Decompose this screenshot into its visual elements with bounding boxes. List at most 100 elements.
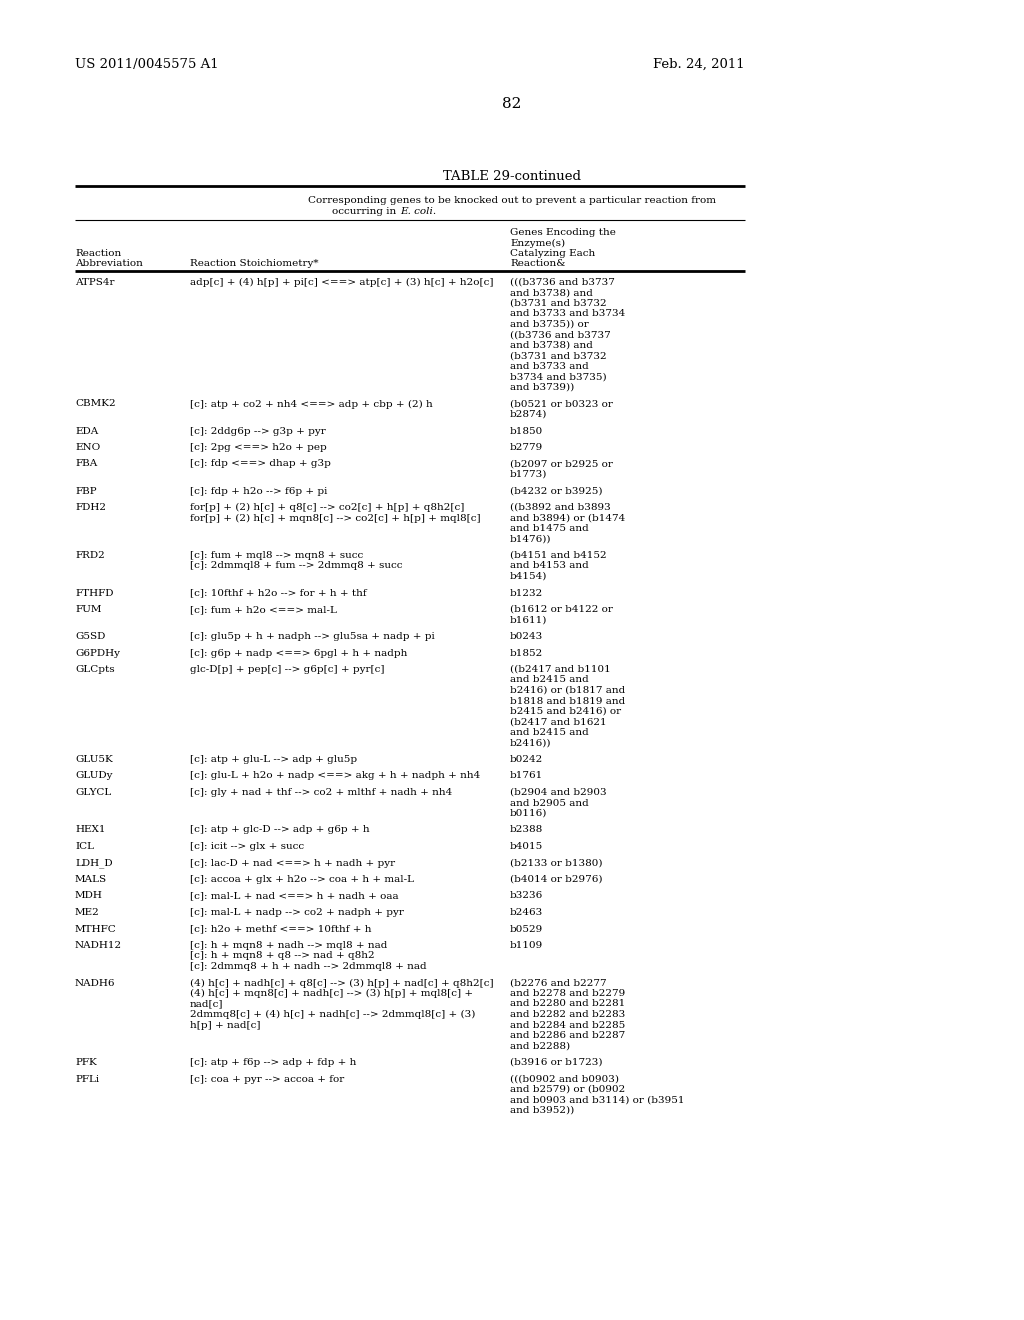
Text: [c]: fdp + h2o --> f6p + pi: [c]: fdp + h2o --> f6p + pi (190, 487, 328, 495)
Text: and b0903 and b3114) or (b3951: and b0903 and b3114) or (b3951 (510, 1096, 684, 1105)
Text: [c]: accoa + glx + h2o --> coa + h + mal-L: [c]: accoa + glx + h2o --> coa + h + mal… (190, 875, 414, 884)
Text: FBA: FBA (75, 459, 97, 469)
Text: [c]: atp + glu-L --> adp + glu5p: [c]: atp + glu-L --> adp + glu5p (190, 755, 357, 764)
Text: Genes Encoding the: Genes Encoding the (510, 228, 615, 238)
Text: b1476)): b1476)) (510, 535, 552, 544)
Text: [c]: 2dmmq8 + h + nadh --> 2dmmql8 + nad: [c]: 2dmmq8 + h + nadh --> 2dmmql8 + nad (190, 962, 427, 972)
Text: and b2415 and: and b2415 and (510, 676, 589, 685)
Text: b1109: b1109 (510, 941, 544, 950)
Text: ME2: ME2 (75, 908, 99, 917)
Text: MDH: MDH (75, 891, 102, 900)
Text: b3236: b3236 (510, 891, 544, 900)
Text: NADH12: NADH12 (75, 941, 122, 950)
Text: (b1612 or b4122 or: (b1612 or b4122 or (510, 605, 613, 614)
Text: E. coli.: E. coli. (400, 207, 436, 216)
Text: and b4153 and: and b4153 and (510, 561, 589, 570)
Text: nad[c]: nad[c] (190, 999, 223, 1008)
Text: FBP: FBP (75, 487, 96, 495)
Text: b1818 and b1819 and: b1818 and b1819 and (510, 697, 626, 705)
Text: Corresponding genes to be knocked out to prevent a particular reaction from: Corresponding genes to be knocked out to… (308, 195, 716, 205)
Text: and b3739)): and b3739)) (510, 383, 574, 392)
Text: [c]: 10fthf + h2o --> for + h + thf: [c]: 10fthf + h2o --> for + h + thf (190, 589, 367, 598)
Text: ((b2417 and b1101: ((b2417 and b1101 (510, 665, 610, 675)
Text: ATPS4r: ATPS4r (75, 279, 115, 286)
Text: and b3735)) or: and b3735)) or (510, 319, 589, 329)
Text: [c]: atp + glc-D --> adp + g6p + h: [c]: atp + glc-D --> adp + g6p + h (190, 825, 370, 834)
Text: and b2579) or (b0902: and b2579) or (b0902 (510, 1085, 626, 1094)
Text: and b1475 and: and b1475 and (510, 524, 589, 533)
Text: CBMK2: CBMK2 (75, 400, 116, 408)
Text: HEX1: HEX1 (75, 825, 105, 834)
Text: GLCpts: GLCpts (75, 665, 115, 675)
Text: PFK: PFK (75, 1059, 96, 1067)
Text: and b3894) or (b1474: and b3894) or (b1474 (510, 513, 626, 523)
Text: [c]: fum + mql8 --> mqn8 + succ: [c]: fum + mql8 --> mqn8 + succ (190, 550, 364, 560)
Text: b1850: b1850 (510, 426, 544, 436)
Text: Feb. 24, 2011: Feb. 24, 2011 (653, 58, 745, 71)
Text: and b3738) and: and b3738) and (510, 289, 593, 297)
Text: [c]: mal-L + nad <==> h + nadh + oaa: [c]: mal-L + nad <==> h + nadh + oaa (190, 891, 398, 900)
Text: [c]: h + mqn8 + nadh --> mql8 + nad: [c]: h + mqn8 + nadh --> mql8 + nad (190, 941, 387, 950)
Text: Enzyme(s): Enzyme(s) (510, 239, 565, 248)
Text: and b2278 and b2279: and b2278 and b2279 (510, 989, 626, 998)
Text: (b3731 and b3732: (b3731 and b3732 (510, 351, 606, 360)
Text: b0116): b0116) (510, 809, 548, 818)
Text: [c]: 2pg <==> h2o + pep: [c]: 2pg <==> h2o + pep (190, 444, 327, 451)
Text: b2415 and b2416) or: b2415 and b2416) or (510, 708, 622, 715)
Text: [c]: 2ddg6p --> g3p + pyr: [c]: 2ddg6p --> g3p + pyr (190, 426, 326, 436)
Text: b2416) or (b1817 and: b2416) or (b1817 and (510, 686, 626, 696)
Text: Reaction: Reaction (75, 249, 121, 257)
Text: (b0521 or b0323 or: (b0521 or b0323 or (510, 400, 613, 408)
Text: (b4151 and b4152: (b4151 and b4152 (510, 550, 606, 560)
Text: b0242: b0242 (510, 755, 544, 764)
Text: [c]: gly + nad + thf --> co2 + mlthf + nadh + nh4: [c]: gly + nad + thf --> co2 + mlthf + n… (190, 788, 453, 797)
Text: ((b3736 and b3737: ((b3736 and b3737 (510, 330, 610, 339)
Text: PFLi: PFLi (75, 1074, 99, 1084)
Text: and b3738) and: and b3738) and (510, 341, 593, 350)
Text: b2416)): b2416)) (510, 738, 552, 747)
Text: and b3733 and: and b3733 and (510, 362, 589, 371)
Text: (b3731 and b3732: (b3731 and b3732 (510, 300, 606, 308)
Text: and b2286 and b2287: and b2286 and b2287 (510, 1031, 626, 1040)
Text: b1232: b1232 (510, 589, 544, 598)
Text: [c]: glu5p + h + nadph --> glu5sa + nadp + pi: [c]: glu5p + h + nadph --> glu5sa + nadp… (190, 632, 435, 642)
Text: for[p] + (2) h[c] + q8[c] --> co2[c] + h[p] + q8h2[c]: for[p] + (2) h[c] + q8[c] --> co2[c] + h… (190, 503, 464, 512)
Text: ENO: ENO (75, 444, 100, 451)
Text: (b4014 or b2976): (b4014 or b2976) (510, 875, 602, 884)
Text: [c]: h2o + methf <==> 10fthf + h: [c]: h2o + methf <==> 10fthf + h (190, 924, 372, 933)
Text: (b2417 and b1621: (b2417 and b1621 (510, 718, 606, 726)
Text: FRD2: FRD2 (75, 550, 104, 560)
Text: (((b3736 and b3737: (((b3736 and b3737 (510, 279, 614, 286)
Text: occurring in: occurring in (333, 207, 400, 216)
Text: Reaction&: Reaction& (510, 260, 565, 268)
Text: b2779: b2779 (510, 444, 544, 451)
Text: (b4232 or b3925): (b4232 or b3925) (510, 487, 602, 495)
Text: G5SD: G5SD (75, 632, 105, 642)
Text: b0243: b0243 (510, 632, 544, 642)
Text: and b2280 and b2281: and b2280 and b2281 (510, 999, 626, 1008)
Text: (4) h[c] + nadh[c] + q8[c] --> (3) h[p] + nad[c] + q8h2[c]: (4) h[c] + nadh[c] + q8[c] --> (3) h[p] … (190, 978, 494, 987)
Text: (((b0902 and b0903): (((b0902 and b0903) (510, 1074, 618, 1084)
Text: b1773): b1773) (510, 470, 548, 479)
Text: (b2904 and b2903: (b2904 and b2903 (510, 788, 606, 797)
Text: b1611): b1611) (510, 615, 548, 624)
Text: [c]: atp + f6p --> adp + fdp + h: [c]: atp + f6p --> adp + fdp + h (190, 1059, 356, 1067)
Text: FUM: FUM (75, 605, 101, 614)
Text: and b2415 and: and b2415 and (510, 729, 589, 737)
Text: (b2133 or b1380): (b2133 or b1380) (510, 858, 602, 867)
Text: [c]: 2dmmql8 + fum --> 2dmmq8 + succ: [c]: 2dmmql8 + fum --> 2dmmq8 + succ (190, 561, 402, 570)
Text: b2874): b2874) (510, 411, 548, 418)
Text: 82: 82 (503, 96, 521, 111)
Text: Catalyzing Each: Catalyzing Each (510, 249, 595, 257)
Text: [c]: h + mqn8 + q8 --> nad + q8h2: [c]: h + mqn8 + q8 --> nad + q8h2 (190, 952, 375, 961)
Text: ((b3892 and b3893: ((b3892 and b3893 (510, 503, 610, 512)
Text: and b2288): and b2288) (510, 1041, 570, 1051)
Text: [c]: fdp <==> dhap + g3p: [c]: fdp <==> dhap + g3p (190, 459, 331, 469)
Text: b4015: b4015 (510, 842, 544, 851)
Text: b1761: b1761 (510, 771, 544, 780)
Text: MTHFC: MTHFC (75, 924, 117, 933)
Text: NADH6: NADH6 (75, 978, 116, 987)
Text: [c]: glu-L + h2o + nadp <==> akg + h + nadph + nh4: [c]: glu-L + h2o + nadp <==> akg + h + n… (190, 771, 480, 780)
Text: b1852: b1852 (510, 648, 544, 657)
Text: [c]: lac-D + nad <==> h + nadh + pyr: [c]: lac-D + nad <==> h + nadh + pyr (190, 858, 395, 867)
